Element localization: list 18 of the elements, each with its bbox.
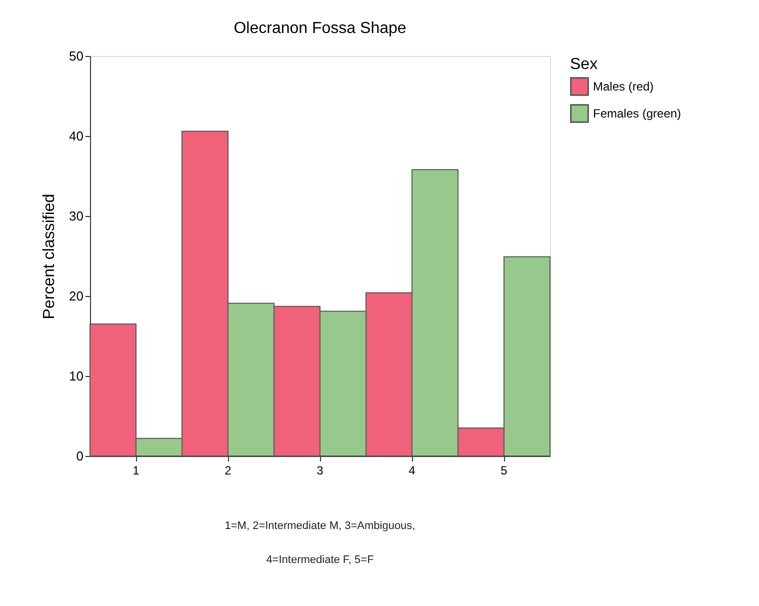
y-tick-label: 50 xyxy=(69,48,84,64)
text: 1=M, 2=Intermediate M, 3=Ambiguous, xyxy=(224,520,416,532)
y-tick-label: 10 xyxy=(69,368,84,384)
x-tick-label: 1 xyxy=(132,464,140,478)
x-tick-label: 3 xyxy=(316,464,324,478)
chart-title: Olecranon Fossa Shape xyxy=(234,20,406,37)
text: 4=Intermediate F, 5=F xyxy=(266,554,374,566)
y-tick-label: 40 xyxy=(69,128,84,144)
legend-title: Sex xyxy=(570,56,598,73)
x-tick-label: 4 xyxy=(408,464,416,478)
y-tick-label: 30 xyxy=(69,208,84,224)
y-tick-label: 0 xyxy=(76,448,84,464)
x-tick-label: 5 xyxy=(500,464,508,478)
y-axis-title: Percent classified xyxy=(41,194,58,320)
x-tick-label: 2 xyxy=(224,464,232,478)
legend-label: Females (green) xyxy=(593,106,682,120)
y-tick-label: 20 xyxy=(69,288,84,304)
legend-label: Males (red) xyxy=(593,80,654,94)
